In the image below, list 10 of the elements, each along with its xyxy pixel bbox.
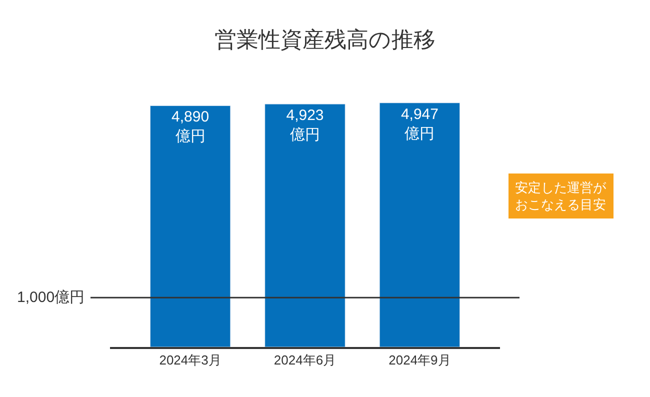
data-label: 4,890 億円 <box>172 108 210 146</box>
x-tick-label: 2024年6月 <box>274 352 336 368</box>
ref-line-label: 1,000億円 <box>17 289 85 306</box>
chart-title: 営業性資産残高の推移 <box>214 27 436 52</box>
x-tick-label: 2024年3月 <box>159 352 222 368</box>
data-label: 4,923 億円 <box>286 107 324 144</box>
x-tick-label: 2024年9月 <box>388 352 451 368</box>
data-label: 4,947 億円 <box>400 106 438 142</box>
text: おこなえる目安 <box>515 196 606 212</box>
text: 安定した運営が <box>515 180 607 195</box>
